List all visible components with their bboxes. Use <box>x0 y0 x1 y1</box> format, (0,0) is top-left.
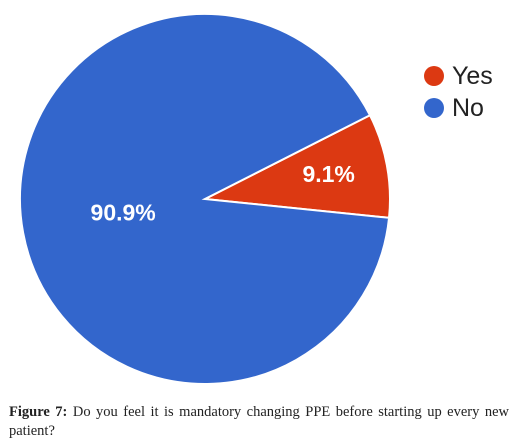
caption-text: Do you feel it is mandatory changing PPE… <box>9 404 510 439</box>
legend-swatch-yes <box>424 66 444 86</box>
pie-slice-yes <box>201 113 391 219</box>
chart-legend: Yes No <box>424 60 512 124</box>
legend-label-no: No <box>452 93 484 122</box>
pie-chart: 9.1% 90.9% <box>19 13 391 385</box>
figure-caption: Figure 7: Do you feel it is mandatory ch… <box>9 403 509 441</box>
legend-item-yes: Yes <box>424 60 512 92</box>
legend-label-yes: Yes <box>452 61 493 90</box>
pie-value-label-yes: 9.1% <box>302 161 354 187</box>
caption-label: Figure 7: <box>9 404 68 420</box>
legend-item-no: No <box>424 92 512 124</box>
pie-slice-no <box>19 13 391 385</box>
pie-value-labels: 9.1% 90.9% <box>91 161 355 225</box>
pie-slices <box>19 13 391 385</box>
legend-swatch-no <box>424 98 444 118</box>
pie-value-label-no: 90.9% <box>91 199 156 225</box>
